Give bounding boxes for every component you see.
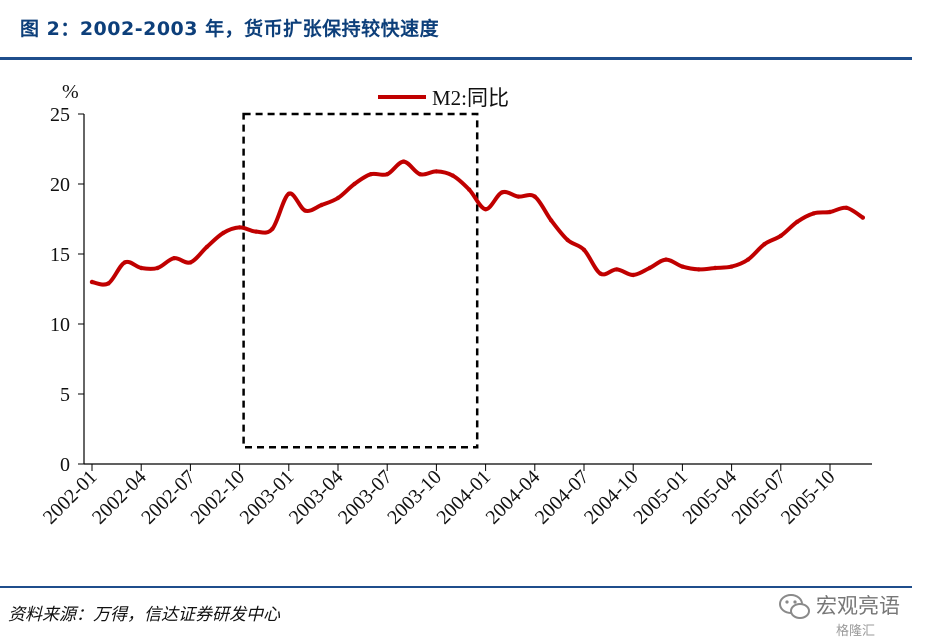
source-note: 资料来源：万得，信达证券研发中心: [8, 605, 280, 625]
data-point: [204, 244, 209, 250]
data-point: [467, 187, 472, 192]
x-tick-label: 2005-07: [728, 466, 791, 529]
x-tick-label: 2004-10: [580, 466, 643, 529]
data-point: [385, 172, 390, 177]
x-tick-label: 2004-07: [531, 466, 594, 529]
highlight-box: [242, 112, 479, 449]
data-point: [598, 271, 603, 276]
y-tick-label: 20: [50, 174, 70, 196]
data-point: [745, 257, 751, 262]
data-point: [434, 169, 439, 174]
m2-yoy-line-chart: 05101520252002-012002-042002-072002-1020…: [39, 81, 872, 529]
watermark: 宏观亮语 格隆汇: [778, 588, 928, 639]
y-tick-label: 0: [60, 454, 70, 476]
data-point: [581, 247, 587, 252]
x-tick-label: 2002-10: [186, 466, 249, 529]
data-point: [335, 195, 341, 201]
data-point: [221, 230, 226, 236]
x-tick-label: 2005-04: [678, 466, 741, 529]
data-point: [499, 190, 505, 195]
data-point: [122, 260, 128, 265]
footer-divider: [0, 586, 912, 588]
data-point: [795, 219, 800, 224]
data-point: [171, 256, 177, 261]
data-point: [450, 173, 455, 178]
x-tick-label: 2003-07: [334, 466, 397, 529]
series-layer: [89, 159, 865, 287]
data-point: [89, 279, 95, 285]
data-point: [237, 225, 242, 230]
y-tick-label: 15: [50, 244, 70, 266]
data-point: [762, 242, 767, 247]
axes-layer: 05101520252002-012002-042002-072002-1020…: [39, 104, 872, 529]
data-point: [303, 208, 308, 213]
data-point: [253, 229, 259, 234]
data-point: [532, 194, 537, 199]
y-tick-label: 25: [50, 104, 70, 126]
data-point: [811, 211, 816, 216]
data-point: [483, 207, 488, 212]
data-point: [188, 260, 193, 265]
data-point: [614, 267, 619, 272]
data-point: [696, 267, 701, 272]
data-point: [319, 202, 324, 208]
x-tick-label: 2003-10: [383, 466, 446, 529]
data-point: [860, 215, 865, 220]
title-divider: [0, 57, 912, 60]
data-point: [663, 257, 669, 262]
data-point: [844, 205, 849, 210]
wechat-icon: [779, 594, 810, 619]
data-point: [352, 181, 357, 187]
figure-title: 图 2：2002-2003 年，货币扩张保持较快速度: [20, 18, 440, 40]
x-tick-label: 2004-04: [482, 466, 545, 529]
data-point: [729, 264, 734, 269]
data-point: [549, 218, 554, 223]
x-tick-label: 2002-04: [88, 466, 151, 529]
data-point: [647, 265, 652, 271]
data-point: [565, 237, 570, 243]
data-point: [106, 281, 111, 286]
legend: M2:同比: [378, 86, 509, 110]
data-point: [286, 191, 291, 196]
data-point: [631, 272, 636, 278]
x-tick-label: 2002-01: [39, 466, 102, 529]
data-point: [827, 209, 833, 215]
data-point: [401, 159, 406, 164]
data-point: [139, 265, 144, 271]
data-point: [778, 233, 783, 238]
y-axis-unit: %: [62, 81, 79, 103]
data-point: [680, 264, 685, 269]
y-tick-label: 5: [60, 384, 70, 406]
data-point: [368, 172, 373, 177]
x-tick-label: 2003-04: [285, 466, 348, 529]
x-tick-label: 2005-01: [629, 466, 692, 529]
x-tick-label: 2002-07: [137, 466, 200, 529]
data-point: [417, 172, 423, 177]
x-tick-label: 2003-01: [236, 466, 299, 529]
data-point: [713, 265, 718, 271]
legend-label: M2:同比: [432, 86, 509, 110]
watermark-text: 宏观亮语: [816, 594, 900, 618]
y-tick-label: 10: [50, 314, 70, 336]
watermark-sub: 格隆汇: [836, 624, 876, 639]
data-point: [270, 226, 275, 231]
data-point: [155, 265, 160, 271]
x-tick-label: 2004-01: [432, 466, 495, 529]
x-tick-label: 2005-10: [777, 466, 840, 529]
data-point: [516, 194, 521, 199]
highlight-layer: [242, 112, 479, 449]
